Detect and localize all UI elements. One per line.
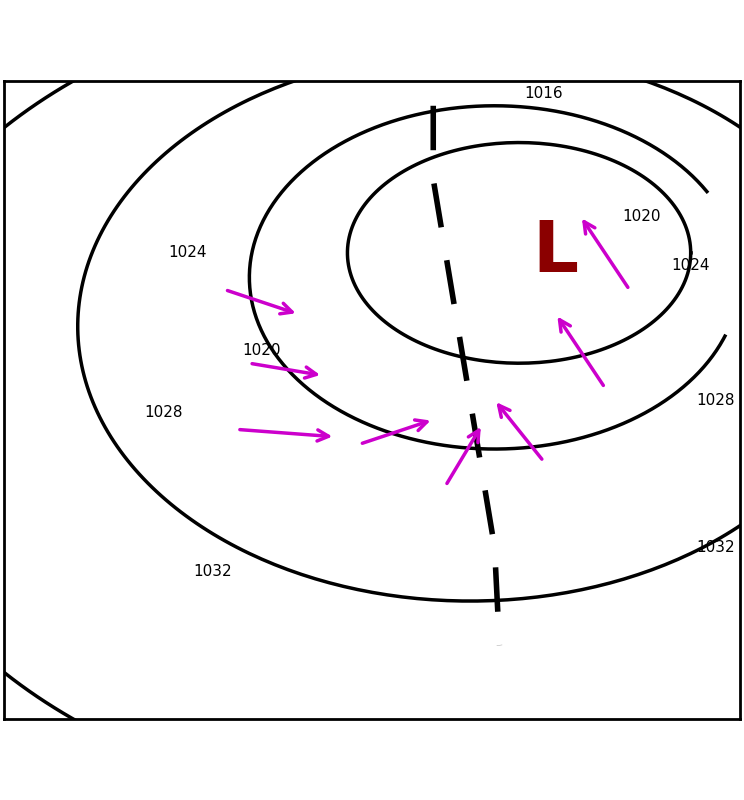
Text: 1032: 1032 (696, 540, 734, 554)
Text: 1032: 1032 (193, 564, 232, 579)
Text: 1024: 1024 (169, 246, 208, 260)
Text: L: L (533, 218, 579, 287)
Text: 1020: 1020 (623, 209, 661, 224)
Text: 1028: 1028 (144, 405, 183, 420)
Text: 1024: 1024 (671, 258, 710, 273)
Text: 1020: 1020 (243, 343, 281, 358)
Text: 1016: 1016 (525, 86, 563, 101)
Text: 1028: 1028 (696, 393, 734, 407)
